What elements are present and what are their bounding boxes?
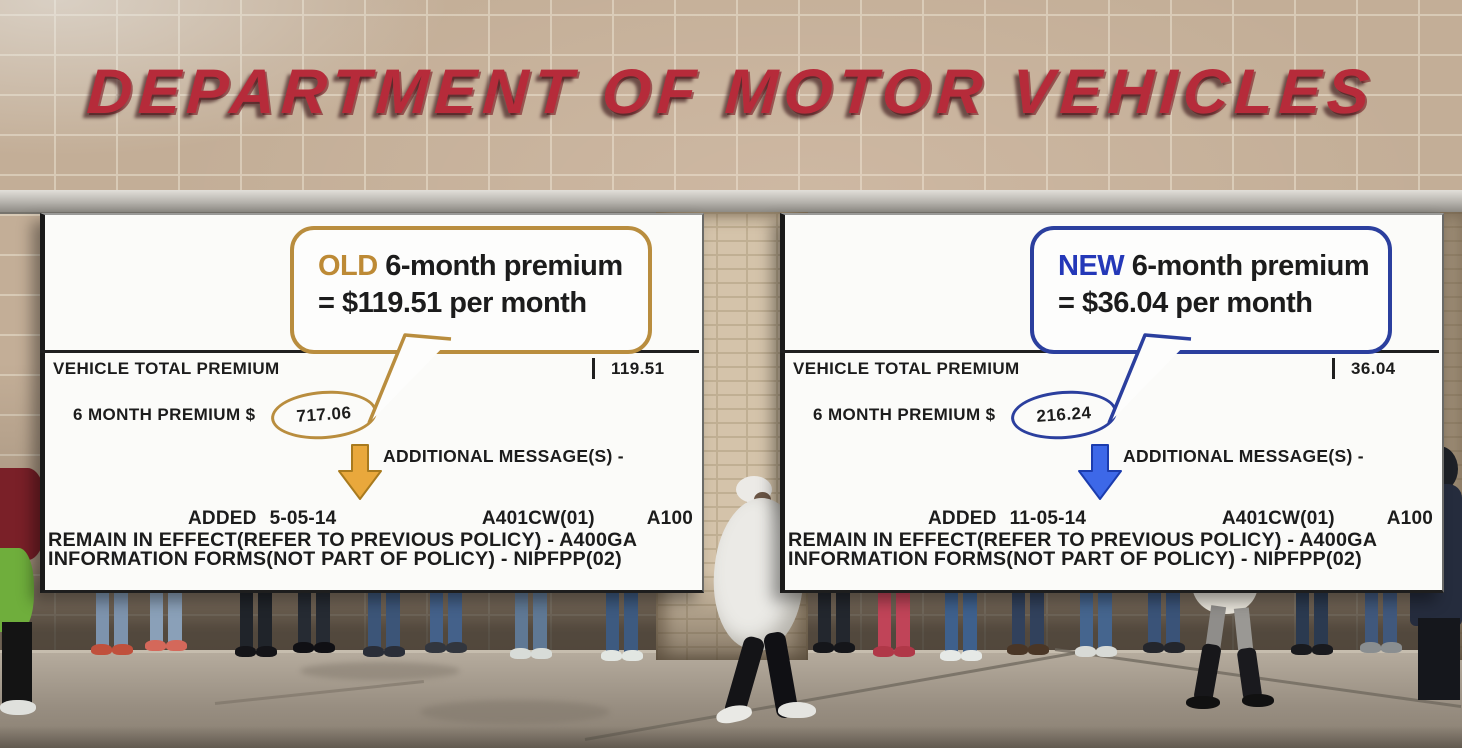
total-premium-row: VEHICLE TOTAL PREMIUM 36.04 xyxy=(793,358,1427,379)
curb-edge xyxy=(0,726,1462,748)
forms-line: INFORMATION FORMS(NOT PART OF POLICY) - … xyxy=(48,549,622,570)
premium-label: 6 MONTH PREMIUM $ xyxy=(813,405,996,424)
person-legs-left-edge xyxy=(2,622,32,710)
down-arrow-icon xyxy=(1078,444,1122,500)
red-garment xyxy=(0,468,46,560)
dmv-sign-text: DEPARTMENT OF MOTOR VEHICLES xyxy=(85,57,1377,127)
new-callout-bubble: NEW 6-month premium = $36.04 per month xyxy=(1030,226,1392,354)
six-month-premium-row: 6 MONTH PREMIUM $ 216.24 xyxy=(813,387,1120,443)
additional-message-label: ADDITIONAL MESSAGE(S) - xyxy=(383,446,624,466)
forms-line: INFORMATION FORMS(NOT PART OF POLICY) - … xyxy=(788,549,1362,570)
total-label: VEHICLE TOTAL PREMIUM xyxy=(793,358,1020,378)
new-premium-document-panel: NEW 6-month premium = $36.04 per month V… xyxy=(780,213,1444,593)
old-premium-document-panel: OLD 6-month premium = $119.51 per month … xyxy=(40,213,704,593)
old-callout-bubble: OLD 6-month premium = $119.51 per month xyxy=(290,226,652,354)
ledge-trim xyxy=(0,190,1462,214)
callout-line1: NEW 6-month premium xyxy=(1058,250,1370,282)
added-row: ADDED 5-05-14 A401CW(01) A100 xyxy=(188,508,693,529)
boot-sole xyxy=(1242,694,1274,707)
total-value: 119.51 xyxy=(611,358,665,378)
premium-label: 6 MONTH PREMIUM $ xyxy=(73,405,256,424)
white-sneaker xyxy=(0,700,36,715)
column-tick xyxy=(592,358,595,379)
boot-sole xyxy=(1186,696,1220,709)
added-row: ADDED 11-05-14 A401CW(01) A100 xyxy=(928,508,1433,529)
remain-line: REMAIN IN EFFECT(REFER TO PREVIOUS POLIC… xyxy=(788,530,1378,551)
total-premium-row: VEHICLE TOTAL PREMIUM 119.51 xyxy=(53,358,687,379)
callout-line1: OLD 6-month premium xyxy=(318,250,623,282)
callout-line2: = $36.04 per month xyxy=(1058,287,1313,319)
callout-tail xyxy=(367,333,452,424)
total-label: VEHICLE TOTAL PREMIUM xyxy=(53,358,280,378)
down-arrow-icon xyxy=(338,444,382,500)
callout-line2: = $119.51 per month xyxy=(318,287,587,319)
new-tag: NEW xyxy=(1058,250,1125,282)
green-bag xyxy=(0,548,34,632)
callout-tail xyxy=(1107,333,1192,424)
column-tick xyxy=(1332,358,1335,379)
person-legs-right-edge xyxy=(1418,618,1460,700)
remain-line: REMAIN IN EFFECT(REFER TO PREVIOUS POLIC… xyxy=(48,530,638,551)
additional-message-label: ADDITIONAL MESSAGE(S) - xyxy=(1123,446,1364,466)
white-sneaker xyxy=(778,702,816,718)
sidewalk-stain xyxy=(420,700,610,724)
old-tag: OLD xyxy=(318,250,378,282)
sidewalk-stain xyxy=(300,662,460,680)
total-value: 36.04 xyxy=(1351,358,1396,378)
six-month-premium-row: 6 MONTH PREMIUM $ 717.06 xyxy=(73,387,380,443)
